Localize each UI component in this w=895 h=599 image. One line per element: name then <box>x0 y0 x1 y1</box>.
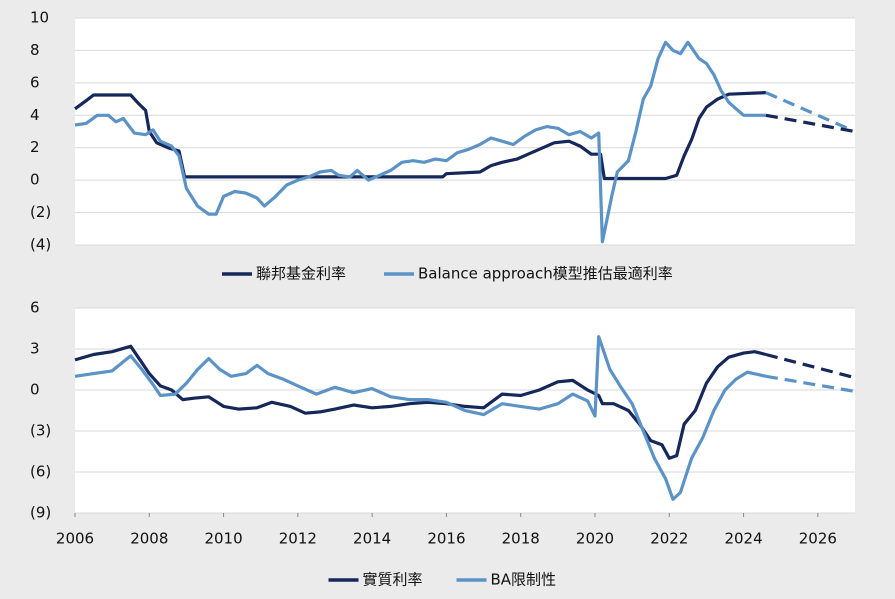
x-tick-label: 2008 <box>130 530 168 548</box>
x-tick-label: 2010 <box>204 530 242 548</box>
x-tick-label: 2022 <box>650 530 688 548</box>
plot-area <box>75 18 855 245</box>
y-tick-label: 0 <box>30 381 40 399</box>
y-tick-label: (3) <box>30 422 51 440</box>
x-tick-label: 2020 <box>576 530 614 548</box>
x-tick-label: 2024 <box>724 530 762 548</box>
legend-label: 聯邦基金利率 <box>256 265 346 283</box>
x-tick-label: 2014 <box>353 530 391 548</box>
y-tick-label: 6 <box>30 299 40 317</box>
y-tick-label: 10 <box>30 9 49 27</box>
y-tick-label: (4) <box>30 236 51 254</box>
legend-label: 實質利率 <box>363 571 423 589</box>
x-tick-label: 2026 <box>799 530 837 548</box>
x-tick-label: 2016 <box>427 530 465 548</box>
x-tick-label: 2018 <box>502 530 540 548</box>
y-tick-label: 6 <box>30 73 40 91</box>
y-tick-label: 0 <box>30 171 40 189</box>
y-tick-label: (9) <box>30 504 51 522</box>
legend-label: Balance approach模型推估最適利率 <box>418 265 673 283</box>
x-tick-label: 2012 <box>279 530 317 548</box>
y-tick-label: 2 <box>30 138 40 156</box>
y-tick-label: 3 <box>30 340 40 358</box>
y-tick-label: (6) <box>30 463 51 481</box>
legend-label: BA限制性 <box>491 571 557 589</box>
x-tick-label: 2006 <box>56 530 94 548</box>
y-tick-label: (2) <box>30 203 51 221</box>
y-tick-label: 4 <box>30 106 40 124</box>
y-tick-label: 8 <box>30 41 40 59</box>
